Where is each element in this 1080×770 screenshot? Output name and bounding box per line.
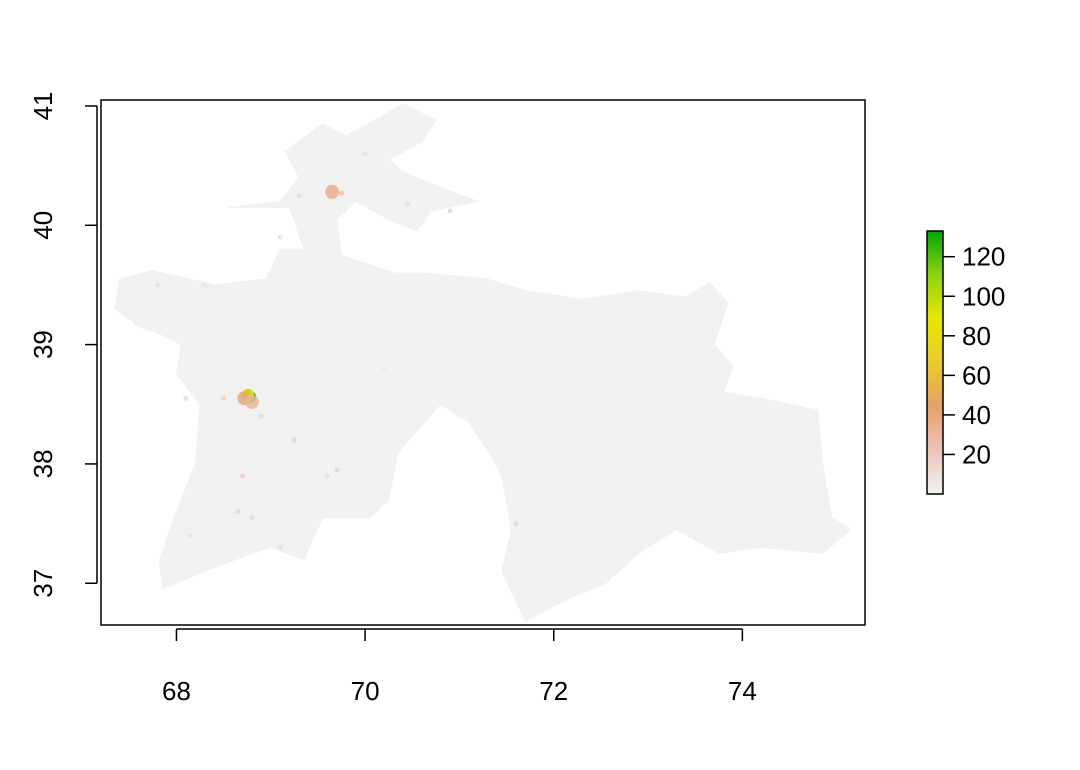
y-tick-label: 37 <box>28 569 58 598</box>
colorbar-tick-label: 20 <box>962 439 991 469</box>
hotspot-cell <box>244 394 259 409</box>
hotspot-cell <box>362 151 368 157</box>
hotspot-cell <box>381 366 387 371</box>
colorbar-tick-label: 120 <box>962 242 1005 272</box>
hotspot-cell <box>277 234 283 240</box>
hotspot-cell <box>258 413 264 419</box>
hotspot-cell <box>339 190 344 196</box>
hotspot-cell <box>334 467 340 473</box>
plot-frame <box>100 99 866 626</box>
hotspot-cell <box>240 473 245 479</box>
hotspot-cell <box>296 193 302 198</box>
x-tick-label: 74 <box>728 676 757 706</box>
hotspot-cell <box>325 184 340 199</box>
x-tick-label: 72 <box>539 676 568 706</box>
y-tick-label: 41 <box>28 92 58 121</box>
x-tick-label: 70 <box>351 676 380 706</box>
colorbar-tick-label: 40 <box>962 400 991 430</box>
hotspot-cell <box>249 515 255 521</box>
x-axis: 68 70 72 74 <box>162 628 757 706</box>
hotspot-cell <box>405 201 410 207</box>
raster-map-layer <box>114 103 852 623</box>
colorbar-tick-label: 60 <box>962 360 991 390</box>
hotspot-cell <box>277 544 283 550</box>
y-axis: 37 38 39 40 41 <box>28 92 98 598</box>
x-tick-label: 68 <box>162 676 191 706</box>
hotspot-cell <box>291 437 297 443</box>
y-tick-label: 38 <box>28 449 58 478</box>
hotspot-cell <box>202 282 208 288</box>
hotspot-cell <box>324 473 330 479</box>
hotspot-cell <box>188 533 194 538</box>
colorbar-tick-label: 80 <box>962 321 991 351</box>
hotspot-cell <box>235 509 241 515</box>
y-tick-label: 39 <box>28 330 58 359</box>
country-region <box>114 103 852 623</box>
colorbar-legend: 20 40 60 80 100 120 <box>926 230 1005 495</box>
hotspot-cell <box>155 282 161 288</box>
colorbar-tick-label: 100 <box>962 281 1005 311</box>
hotspot-cell <box>183 395 189 401</box>
colorbar <box>926 230 944 495</box>
hotspot-cell <box>221 395 227 401</box>
y-tick-label: 40 <box>28 211 58 240</box>
hotspot-cell <box>447 208 453 214</box>
hotspot-cell <box>513 521 519 527</box>
